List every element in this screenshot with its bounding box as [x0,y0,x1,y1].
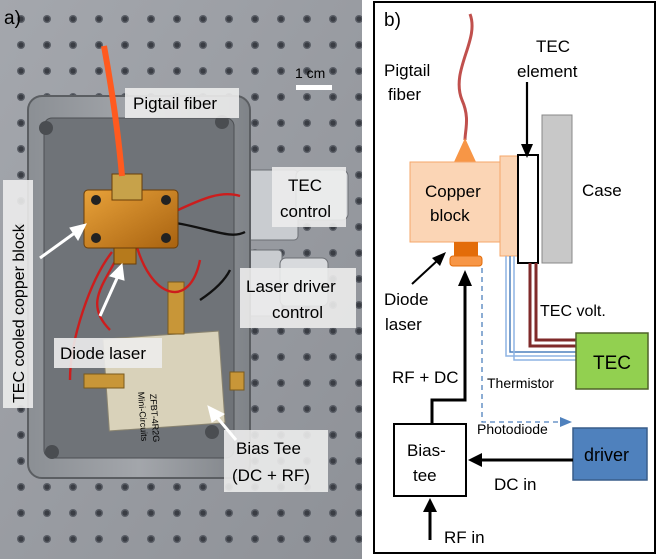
svg-text:control: control [280,202,331,221]
bias-tee-box [393,423,467,497]
svg-text:Diode: Diode [384,290,428,309]
label-tec-control: TEC control [272,167,346,227]
svg-text:ZFBT-4R2G: ZFBT-4R2G [148,393,161,442]
svg-text:TEC: TEC [536,37,570,56]
scale-bar: 1 cm [295,65,332,90]
svg-text:Pigtail fiber: Pigtail fiber [133,94,217,113]
label-diode-laser-schematic: Diode laser [384,290,428,334]
svg-text:tee: tee [413,466,437,485]
svg-text:laser: laser [385,315,422,334]
tec-volt-wire-1 [528,263,576,348]
tec-controller-box [575,332,649,390]
label-tec-cooled-copper-block: TEC cooled copper block [3,180,33,408]
label-laser-driver-control: Laser driver control [240,268,356,328]
label-photodiode: Photodiode [477,421,548,437]
thermistor-wire-2 [509,256,576,353]
label-tec-volt: TEC volt. [540,303,606,320]
copper-block [409,161,501,243]
case-block [541,114,573,264]
thermistor-wire-3 [513,256,576,361]
label-diode-laser-photo: Diode laser [54,338,162,368]
sma-connector [167,281,185,335]
schematic-canvas: b) Pigtail fiber Case Copper block TEC e… [373,1,656,554]
label-pigtail-fiber: Pigtail fiber [125,88,239,118]
svg-text:Mini-Circuits: Mini-Circuits [136,391,149,442]
label-case: Case [582,181,622,200]
label-pigtail-fiber-schematic: Pigtail fiber [384,61,430,104]
tec-box-label: TEC [593,353,631,374]
svg-text:Pigtail: Pigtail [384,61,430,80]
svg-text:(DC + RF): (DC + RF) [232,466,310,485]
photo-panel: ZFBT-4R2G Mini-Circuits [0,0,362,559]
svg-text:element: element [517,62,578,81]
label-copper-block: Copper block [425,182,481,225]
schematic-panel: b) Pigtail fiber Case Copper block TEC e… [370,0,659,559]
driver-box [572,427,648,481]
label-tec-element: TEC element [517,37,578,81]
label-bias-tee-schematic: Bias- tee [407,441,446,485]
copper-plate [499,155,519,257]
copper-block-photo [83,173,179,265]
pigtail-fiber-line [457,13,474,141]
pigtail-fiber-photo [101,45,125,177]
svg-text:Diode laser: Diode laser [60,344,146,363]
label-thermistor: Thermistor [487,375,554,391]
svg-text:1 cm: 1 cm [295,65,325,81]
photo-canvas: ZFBT-4R2G Mini-Circuits [0,0,362,559]
label-dc-in: DC in [494,475,537,494]
svg-text:TEC cooled copper block: TEC cooled copper block [11,223,28,403]
diode-laser-pointer [411,259,439,285]
svg-text:fiber: fiber [388,85,421,104]
tec-element [517,154,539,264]
thermistor-wire-1 [505,256,576,357]
photo-arrows [39,223,238,441]
label-rf-dc: RF + DC [392,368,459,387]
fiber-ferrule [454,138,476,162]
driver-box-label: driver [584,445,629,465]
svg-text:Laser driver: Laser driver [246,277,336,296]
svg-text:control: control [272,303,323,322]
diode-laser-cap [449,255,483,267]
svg-text:Bias Tee: Bias Tee [236,439,301,458]
svg-text:Copper: Copper [425,182,481,201]
tec-volt-wire-2 [534,263,576,342]
panel-b-label: b) [384,10,401,31]
rf-dc-line [430,284,467,424]
photodiode-line [481,268,566,423]
panel-a-label: a) [4,8,21,29]
diode-laser-body [454,242,478,256]
label-rf-in: RF in [444,528,485,547]
label-bias-tee-photo: Bias Tee (DC + RF) [224,430,328,492]
svg-text:block: block [430,206,470,225]
svg-text:TEC: TEC [288,176,322,195]
svg-text:Bias-: Bias- [407,441,446,460]
